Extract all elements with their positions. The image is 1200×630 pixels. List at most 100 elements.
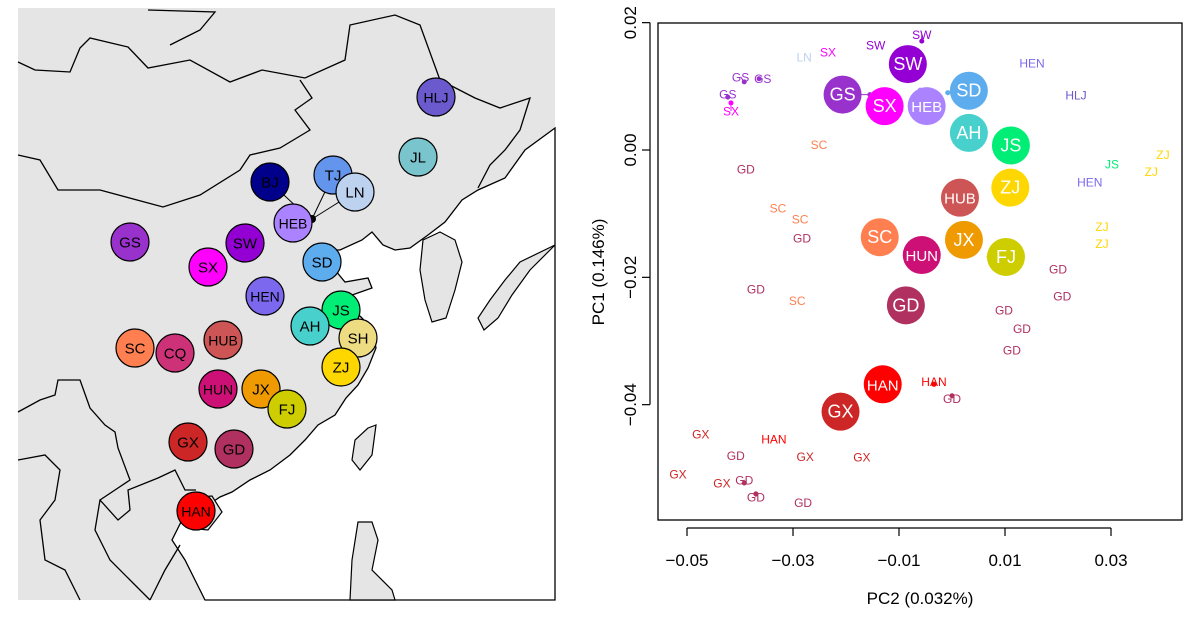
map-site-hen: HEN bbox=[245, 276, 285, 316]
map-site-sw: SW bbox=[225, 223, 265, 263]
site-marker bbox=[267, 389, 307, 429]
centroid-marker bbox=[886, 286, 925, 325]
point-label-zj: ZJ bbox=[1156, 148, 1169, 162]
x-tick-label: −0.01 bbox=[877, 551, 920, 570]
centroid-marker bbox=[902, 236, 941, 275]
centroid-marker bbox=[949, 113, 988, 152]
centroid-sx: SX bbox=[865, 87, 904, 126]
site-marker bbox=[198, 369, 238, 409]
true-position-dot bbox=[753, 491, 759, 497]
map-site-hub: HUB bbox=[203, 320, 243, 360]
centroid-sw: SW bbox=[888, 45, 927, 84]
map-site-gd: GD bbox=[214, 429, 254, 469]
site-label: HUN bbox=[203, 382, 233, 398]
map-site-bj: BJ bbox=[250, 162, 290, 202]
centroid-marker bbox=[821, 392, 860, 431]
site-label: FJ bbox=[279, 402, 296, 419]
point-label-sx: SX bbox=[820, 45, 836, 59]
centroid-marker bbox=[940, 178, 979, 217]
map-site-ah: AH bbox=[290, 306, 330, 346]
centroid-heb: HEB bbox=[907, 87, 946, 126]
site-label: HUB bbox=[208, 333, 238, 349]
point-label-sc: SC bbox=[811, 138, 828, 152]
centroid-label: SC bbox=[867, 227, 892, 247]
map-site-sc: SC bbox=[115, 328, 155, 368]
point-label-gs: GS bbox=[754, 72, 771, 86]
point-label-zj: ZJ bbox=[1145, 165, 1158, 179]
map-site-ln: LN bbox=[335, 172, 375, 212]
point-label-han: HAN bbox=[921, 375, 946, 389]
point-label-gx: GX bbox=[853, 450, 870, 464]
centroid-marker bbox=[944, 220, 983, 259]
point-label-gd: GD bbox=[735, 473, 753, 487]
centroid-label: GS bbox=[830, 85, 856, 105]
centroid-label: ZJ bbox=[1000, 178, 1020, 198]
centroid-gd: GD bbox=[886, 286, 925, 325]
population-centroids: GS SW SD HEB SX AH JS ZJ HUB JX SC HUN FJ GD HAN GX bbox=[821, 45, 1030, 431]
plot-frame bbox=[657, 22, 1183, 521]
site-marker bbox=[225, 223, 265, 263]
point-label-gd: GD bbox=[737, 163, 755, 177]
site-marker bbox=[273, 203, 313, 243]
centroid-marker bbox=[986, 237, 1025, 276]
site-marker bbox=[214, 429, 254, 469]
x-tick-label: 0.03 bbox=[1094, 551, 1127, 570]
centroid-gx: GX bbox=[821, 392, 860, 431]
point-label-js: JS bbox=[1105, 158, 1119, 172]
taiwan bbox=[351, 424, 377, 471]
centroid-jx: JX bbox=[944, 220, 983, 259]
centroid-label: HUN bbox=[906, 248, 939, 265]
true-position-dot bbox=[725, 94, 731, 100]
centroid-han: HAN bbox=[863, 365, 902, 404]
centroid-fj: FJ bbox=[986, 237, 1025, 276]
centroid-marker bbox=[991, 168, 1030, 207]
centroid-ah: AH bbox=[949, 113, 988, 152]
point-label-gd: GD bbox=[995, 303, 1013, 317]
true-position-dot bbox=[756, 76, 762, 82]
site-marker bbox=[302, 242, 342, 282]
point-label-sx: SX bbox=[723, 105, 739, 119]
x-tick-label: −0.05 bbox=[665, 551, 708, 570]
map-site-heb: HEB bbox=[273, 203, 313, 243]
centroid-hun: HUN bbox=[902, 236, 941, 275]
site-marker bbox=[416, 77, 456, 117]
map-site-zj: ZJ bbox=[321, 347, 361, 387]
x-axis-label: PC2 (0.032%) bbox=[867, 589, 974, 608]
site-label: SC bbox=[125, 341, 146, 358]
map-site-han: HAN bbox=[176, 491, 216, 531]
map-site-hun: HUN bbox=[198, 369, 238, 409]
centroid-label: HUB bbox=[944, 191, 976, 208]
centroid-label: GD bbox=[892, 295, 919, 315]
true-position-dot bbox=[728, 100, 734, 106]
centroid-label: HAN bbox=[867, 377, 899, 394]
site-label: CQ bbox=[164, 346, 187, 363]
map-site-jl: JL bbox=[398, 137, 438, 177]
centroid-label: GX bbox=[828, 402, 854, 422]
site-marker bbox=[110, 222, 150, 262]
site-label: HAN bbox=[181, 504, 211, 520]
point-label-sw: SW bbox=[866, 38, 886, 52]
site-label: GS bbox=[119, 235, 141, 252]
point-label-gs: GS bbox=[732, 70, 749, 84]
site-label: GX bbox=[177, 435, 199, 452]
true-position-dot bbox=[741, 79, 747, 85]
true-position-dot bbox=[931, 381, 937, 387]
site-label: LN bbox=[345, 185, 364, 202]
centroid-label: SD bbox=[956, 81, 981, 101]
site-marker bbox=[176, 491, 216, 531]
point-label-han: HAN bbox=[761, 433, 786, 447]
centroid-label: HEB bbox=[911, 99, 942, 116]
site-marker bbox=[168, 422, 208, 462]
centroid-marker bbox=[949, 71, 988, 110]
point-label-gd: GD bbox=[727, 449, 745, 463]
centroid-marker bbox=[865, 87, 904, 126]
x-tick-label: −0.03 bbox=[771, 551, 814, 570]
site-marker bbox=[398, 137, 438, 177]
centroid-label: JX bbox=[953, 230, 974, 250]
centroid-hub: HUB bbox=[940, 178, 979, 217]
y-tick-label: 0.02 bbox=[621, 6, 640, 39]
site-marker bbox=[155, 333, 195, 373]
point-label-gd: GD bbox=[794, 496, 812, 510]
